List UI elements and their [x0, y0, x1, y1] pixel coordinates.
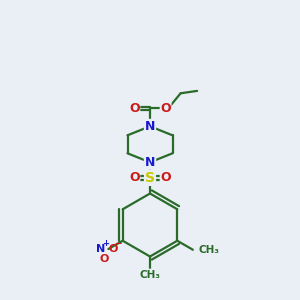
Text: O: O: [160, 102, 171, 115]
Text: O: O: [129, 102, 140, 115]
Text: O: O: [160, 171, 171, 184]
Text: +: +: [102, 239, 109, 248]
Text: O: O: [129, 171, 140, 184]
Text: O: O: [109, 244, 118, 254]
Text: S: S: [145, 171, 155, 185]
Text: N: N: [96, 244, 105, 254]
Text: N: N: [145, 120, 155, 133]
Text: CH₃: CH₃: [198, 245, 219, 255]
Text: −: −: [114, 239, 121, 248]
Text: N: N: [145, 156, 155, 169]
Text: CH₃: CH₃: [140, 269, 160, 280]
Text: O: O: [100, 254, 109, 264]
